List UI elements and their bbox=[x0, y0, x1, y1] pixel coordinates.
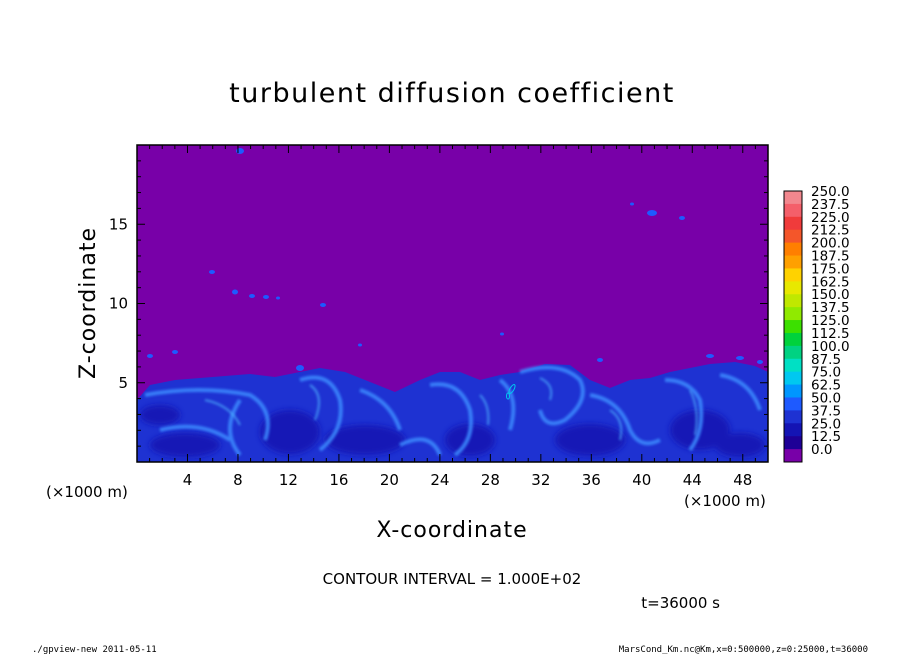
colorbar-level-label: 0.0 bbox=[811, 442, 832, 458]
plot-area bbox=[137, 145, 768, 462]
colorbar-level-label: 212.5 bbox=[811, 223, 850, 239]
colorbar-swatch bbox=[784, 268, 802, 282]
colorbar-swatch bbox=[784, 229, 802, 244]
y-tick-label: 10 bbox=[109, 295, 128, 313]
colorbar-swatch bbox=[784, 410, 802, 424]
colorbar-level-label: 187.5 bbox=[811, 249, 850, 265]
turbulent-swirls-light bbox=[144, 365, 762, 457]
colorbar-swatch bbox=[784, 449, 802, 463]
colorbar-swatch bbox=[784, 216, 802, 231]
x-tick-label: 48 bbox=[733, 471, 752, 489]
colorbar-level-label: 125.0 bbox=[811, 313, 850, 329]
y-axis-ticks: 5 10 15 bbox=[109, 160, 768, 447]
colorbar-swatch bbox=[784, 294, 802, 308]
colorbar-swatch bbox=[784, 423, 802, 437]
y-tick-label: 5 bbox=[118, 374, 128, 392]
x-tick-label: 16 bbox=[329, 471, 348, 489]
small-contour-features bbox=[506, 384, 516, 400]
colorbar-swatch bbox=[784, 371, 802, 386]
colorbar-level-label: 112.5 bbox=[811, 326, 850, 342]
x-unit-label-left: (×1000 m) bbox=[46, 483, 128, 501]
colorbar: 250.0237.5225.0212.5200.0187.5175.0162.5… bbox=[783, 184, 850, 463]
colorbar-level-label: 175.0 bbox=[811, 261, 850, 277]
colorbar-level-label: 150.0 bbox=[811, 287, 850, 303]
footer-right-text: MarsCond_Km.nc@Km,x=0:500000,z=0:25000,t… bbox=[619, 645, 868, 654]
contour-interval-label: CONTOUR INTERVAL = 1.000E+02 bbox=[323, 570, 582, 588]
colorbar-level-label: 237.5 bbox=[811, 197, 850, 213]
x-tick-label: 8 bbox=[233, 471, 243, 489]
colorbar-level-label: 87.5 bbox=[811, 352, 841, 368]
colorbar-swatch bbox=[784, 191, 802, 205]
colorbar-swatch bbox=[784, 358, 802, 373]
colorbar-level-label: 225.0 bbox=[811, 210, 850, 226]
x-tick-label: 40 bbox=[632, 471, 651, 489]
scattered-eddies bbox=[147, 148, 763, 371]
colorbar-level-label: 137.5 bbox=[811, 300, 850, 316]
colorbar-swatch bbox=[784, 345, 802, 360]
x-axis-ticks: 4 8 12 16 20 24 28 32 36 40 44 48 bbox=[149, 145, 756, 489]
colorbar-swatch bbox=[784, 332, 802, 347]
colorbar-level-label: 250.0 bbox=[811, 184, 850, 200]
y-tick-label: 15 bbox=[109, 215, 128, 233]
colorbar-level-label: 200.0 bbox=[811, 236, 850, 252]
x-tick-label: 28 bbox=[481, 471, 500, 489]
colorbar-swatch bbox=[784, 203, 802, 218]
colorbar-swatch bbox=[784, 320, 802, 334]
x-tick-label: 44 bbox=[683, 471, 702, 489]
colorbar-swatch bbox=[784, 384, 802, 398]
y-axis-label: Z-coordinate bbox=[76, 227, 101, 379]
colorbar-level-label: 162.5 bbox=[811, 274, 850, 290]
colorbar-level-label: 62.5 bbox=[811, 378, 841, 394]
x-tick-label: 24 bbox=[430, 471, 449, 489]
colorbar-swatch bbox=[784, 397, 802, 411]
x-tick-label: 36 bbox=[582, 471, 601, 489]
x-tick-label: 32 bbox=[531, 471, 550, 489]
colorbar-level-label: 100.0 bbox=[811, 339, 850, 355]
x-tick-label: 12 bbox=[279, 471, 298, 489]
x-tick-label: 20 bbox=[380, 471, 399, 489]
x-unit-label-right: (×1000 m) bbox=[684, 492, 766, 510]
colorbar-swatch bbox=[784, 307, 802, 321]
colorbar-level-label: 50.0 bbox=[811, 390, 841, 406]
colorbar-swatch bbox=[784, 255, 802, 269]
x-tick-label: 4 bbox=[183, 471, 193, 489]
colorbar-swatch bbox=[784, 436, 802, 450]
footer-left-text: ./gpview-new 2011-05-11 bbox=[32, 645, 157, 654]
colorbar-frame bbox=[783, 190, 803, 463]
time-label: t=36000 s bbox=[641, 594, 720, 612]
colorbar-swatch bbox=[784, 281, 802, 295]
colorbar-level-label: 12.5 bbox=[811, 429, 841, 445]
colorbar-level-label: 25.0 bbox=[811, 416, 841, 432]
colorbar-swatch bbox=[784, 242, 802, 257]
x-axis-label: X-coordinate bbox=[376, 518, 527, 543]
turbulent-highlights bbox=[204, 377, 698, 441]
chart-title: turbulent diffusion coefficient bbox=[229, 78, 675, 109]
colorbar-level-label: 37.5 bbox=[811, 403, 841, 419]
colorbar-level-label: 75.0 bbox=[811, 365, 841, 381]
